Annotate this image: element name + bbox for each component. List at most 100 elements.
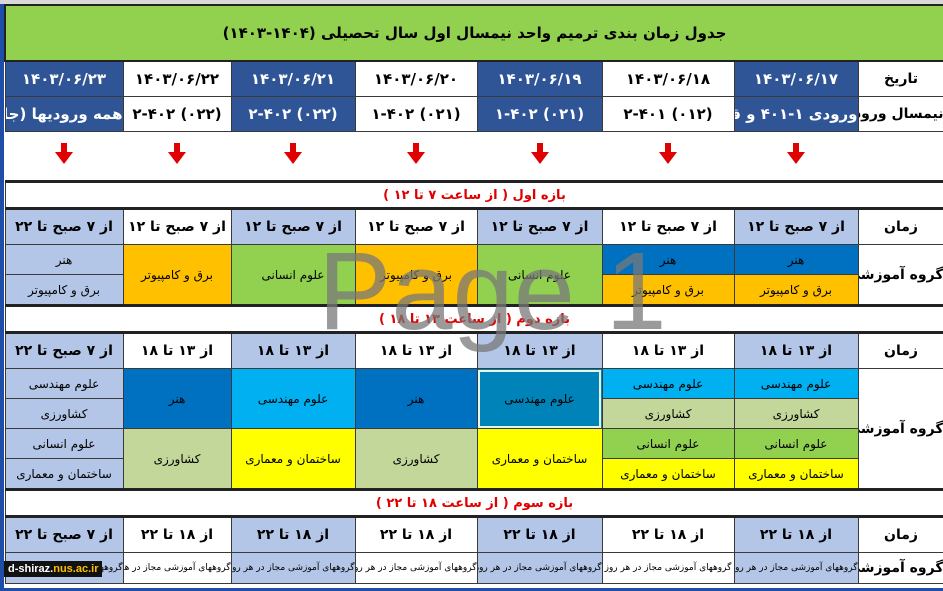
- time-label[interactable]: زمان: [857, 332, 943, 369]
- time-label[interactable]: زمان: [857, 516, 943, 553]
- period-title[interactable]: بازه اول ( از ساعت ۷ تا ۱۲ ): [4, 180, 943, 210]
- period-title[interactable]: بازه دوم ( از ساعت ۱۳ تا ۱۸ ): [4, 304, 943, 334]
- time-cell[interactable]: از ۱۳ تا ۱۸: [476, 332, 603, 369]
- time-cell[interactable]: از ۱۸ تا ۲۲: [230, 516, 356, 553]
- time-cell[interactable]: از ۱۸ تا ۲۲: [476, 516, 603, 553]
- group-cell[interactable]: هنر: [733, 244, 859, 275]
- group-cell[interactable]: هنر: [601, 244, 735, 275]
- date-cell[interactable]: ۱۴۰۳/۰۶/۱۷: [733, 60, 859, 97]
- arrow-cell: [602, 131, 734, 182]
- arrow-cell: [355, 131, 477, 182]
- down-arrow-icon: [530, 143, 549, 164]
- group-cell[interactable]: گروههای آموزشی مجاز در هر روز: [122, 552, 232, 584]
- group-cell[interactable]: برق و کامپیوتر: [4, 274, 124, 306]
- arrow-cell: [734, 131, 858, 182]
- group-cell[interactable]: ساختمان و معماری: [733, 458, 859, 490]
- date-cell[interactable]: ۱۴۰۳/۰۶/۲۱: [230, 60, 356, 97]
- group-cell[interactable]: ساختمان و معماری: [601, 458, 735, 490]
- group-cell[interactable]: برق و کامپیوتر: [733, 274, 859, 306]
- down-arrow-icon: [659, 143, 677, 164]
- date-cell[interactable]: ۱۴۰۳/۰۶/۱۹: [476, 60, 603, 97]
- group-cell[interactable]: علوم انسانی: [4, 428, 124, 459]
- arrow-cell: [231, 131, 355, 182]
- time-cell[interactable]: از ۷ صبح تا ۱۲: [601, 208, 735, 245]
- group-cell[interactable]: هنر: [4, 244, 124, 275]
- group-cell[interactable]: هنر: [354, 368, 478, 429]
- time-cell[interactable]: از ۱۸ تا ۲۲: [601, 516, 735, 553]
- time-cell[interactable]: از ۱۳ تا ۱۸: [354, 332, 478, 369]
- group-cell[interactable]: کشاورزی: [733, 398, 859, 429]
- group-cell[interactable]: گروههای آموزشی مجاز در هر روز: [476, 552, 603, 584]
- time-cell[interactable]: از ۱۸ تا ۲۲: [354, 516, 478, 553]
- time-cell[interactable]: از ۷ صبح تا ۱۲: [122, 208, 232, 245]
- group-cell[interactable]: علوم مهندسی: [476, 368, 603, 429]
- down-arrow-icon: [284, 143, 302, 164]
- time-cell[interactable]: از ۷ صبح تا ۲۲: [4, 332, 124, 369]
- schedule-table: جدول زمان بندی ترمیم واحد نیمسال اول سال…: [4, 4, 943, 584]
- time-cell[interactable]: از ۷ صبح تا ۲۲: [4, 516, 124, 553]
- group-cell[interactable]: ساختمان و معماری: [4, 458, 124, 490]
- entry-cell[interactable]: (۰۱۲) ۲-۴۰۱: [601, 96, 735, 132]
- left-border: [0, 4, 4, 591]
- group-cell[interactable]: گروههای آموزشی مجاز در هر روز: [230, 552, 356, 584]
- arrow-cell: [5, 131, 123, 182]
- group-cell[interactable]: علوم انسانی: [476, 244, 603, 306]
- date-cell[interactable]: ۱۴۰۳/۰۶/۲۰: [354, 60, 478, 97]
- entry-cell[interactable]: همه ورودیها (جامانده): [4, 96, 124, 132]
- table-title: جدول زمان بندی ترمیم واحد نیمسال اول سال…: [4, 4, 943, 62]
- group-label[interactable]: گروه آموزشی: [857, 368, 943, 490]
- group-cell[interactable]: علوم مهندسی: [230, 368, 356, 429]
- group-cell[interactable]: ساختمان و معماری: [230, 428, 356, 490]
- time-cell[interactable]: از ۱۳ تا ۱۸: [230, 332, 356, 369]
- time-cell[interactable]: از ۱۸ تا ۲۲: [733, 516, 859, 553]
- down-arrow-icon: [407, 143, 425, 164]
- group-cell[interactable]: گروههای آموزشی مجاز در هر روز: [601, 552, 735, 584]
- group-cell[interactable]: کشاورزی: [122, 428, 232, 490]
- group-cell[interactable]: کشاورزی: [4, 398, 124, 429]
- time-cell[interactable]: از ۷ صبح تا ۱۲: [733, 208, 859, 245]
- entry-cell[interactable]: (۰۲۱) ۱-۴۰۲: [354, 96, 478, 132]
- group-cell[interactable]: کشاورزی: [601, 398, 735, 429]
- time-cell[interactable]: از ۷ صبح تا ۱۲: [476, 208, 603, 245]
- group-cell[interactable]: برق و کامپیوتر: [122, 244, 232, 306]
- group-label[interactable]: گروه آموزشی: [857, 244, 943, 306]
- group-cell[interactable]: گروههای آموزشی مجاز در هر روز: [354, 552, 478, 584]
- entry-cell[interactable]: (۰۲۲) ۲-۴۰۲: [230, 96, 356, 132]
- time-cell[interactable]: از ۷ صبح تا ۱۲: [354, 208, 478, 245]
- group-cell[interactable]: هنر: [122, 368, 232, 429]
- group-cell[interactable]: علوم انسانی: [230, 244, 356, 306]
- site-name: d-shiraz.: [8, 563, 54, 575]
- date-cell[interactable]: ۱۴۰۳/۰۶/۲۲: [122, 60, 232, 97]
- date-cell[interactable]: ۱۴۰۳/۰۶/۱۸: [601, 60, 735, 97]
- period-title[interactable]: بازه سوم ( از ساعت ۱۸ تا ۲۲ ): [4, 488, 943, 518]
- time-cell[interactable]: از ۱۳ تا ۱۸: [122, 332, 232, 369]
- top-strip: [0, 0, 943, 4]
- date-label[interactable]: تاریخ: [857, 60, 943, 97]
- group-label[interactable]: گروه آموزشی: [857, 552, 943, 584]
- time-cell[interactable]: از ۱۸ تا ۲۲: [122, 516, 232, 553]
- group-cell[interactable]: برق و کامپیوتر: [601, 274, 735, 306]
- group-cell[interactable]: گروههای آموزشی مجاز در هر روز: [733, 552, 859, 584]
- group-cell[interactable]: کشاورزی: [354, 428, 478, 490]
- entry-cell[interactable]: (۰۲۱) ۱-۴۰۲: [476, 96, 603, 132]
- entry-cell[interactable]: (۰۲۲) ۲-۴۰۲: [122, 96, 232, 132]
- site-watermark: d-shiraz.nus.ac.ir: [4, 561, 103, 577]
- time-cell[interactable]: از ۱۳ تا ۱۸: [733, 332, 859, 369]
- group-cell[interactable]: علوم مهندسی: [4, 368, 124, 399]
- group-cell[interactable]: علوم مهندسی: [733, 368, 859, 399]
- group-cell[interactable]: علوم انسانی: [733, 428, 859, 459]
- bottom-border: [0, 588, 943, 591]
- group-cell[interactable]: علوم مهندسی: [601, 368, 735, 399]
- group-cell[interactable]: علوم انسانی: [601, 428, 735, 459]
- time-cell[interactable]: از ۷ صبح تا ۲۲: [4, 208, 124, 245]
- entry-label[interactable]: نیمسال ورود: [857, 96, 943, 132]
- date-cell[interactable]: ۱۴۰۳/۰۶/۲۳: [4, 60, 124, 97]
- down-arrow-icon: [168, 143, 186, 164]
- arrow-cell: [123, 131, 231, 182]
- group-cell[interactable]: ساختمان و معماری: [476, 428, 603, 490]
- entry-cell[interactable]: ورودی ۱-۴۰۱ و قبل از آن: [733, 96, 859, 132]
- time-cell[interactable]: از ۱۳ تا ۱۸: [601, 332, 735, 369]
- group-cell[interactable]: برق و کامپیوتر: [354, 244, 478, 306]
- time-cell[interactable]: از ۷ صبح تا ۱۲: [230, 208, 356, 245]
- time-label[interactable]: زمان: [857, 208, 943, 245]
